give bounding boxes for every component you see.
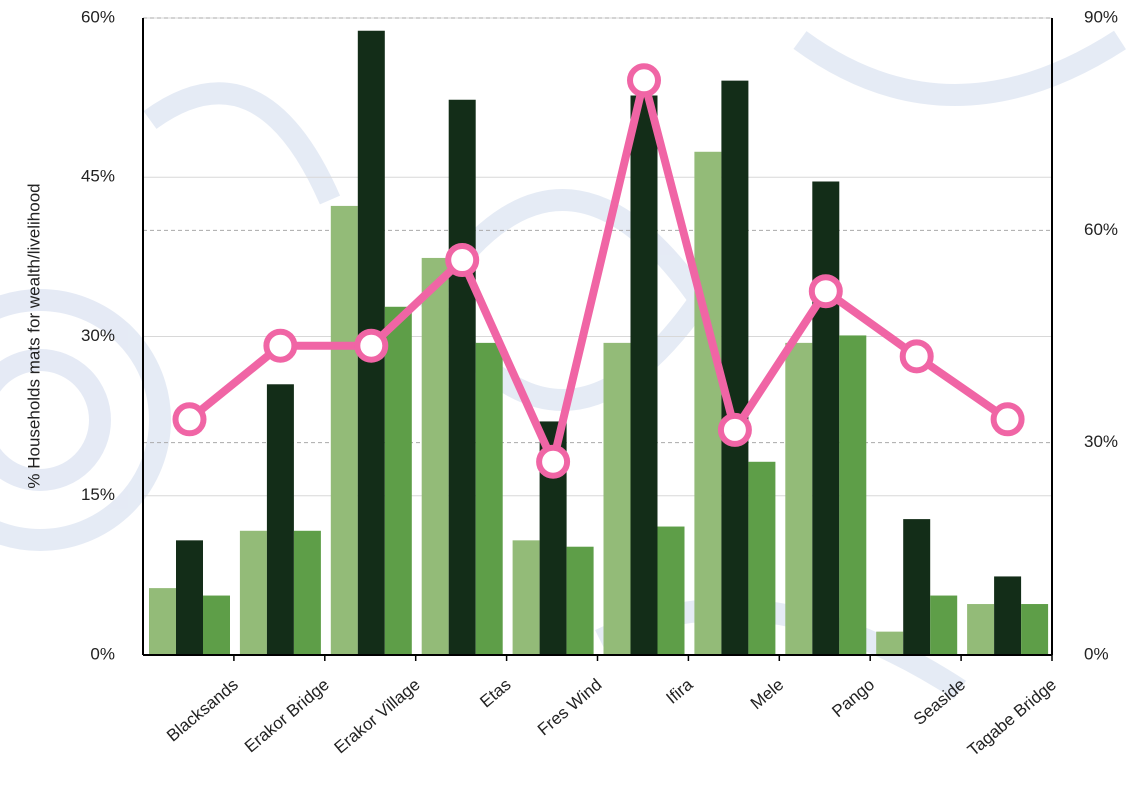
bar — [785, 342, 813, 655]
y-tick-label: 15% — [81, 485, 115, 504]
y-axis-title: % Households mats for wealth/livelihood — [24, 183, 43, 488]
bar — [421, 257, 449, 655]
x-tick-label: Erakor Village — [331, 675, 424, 757]
x-tick-label: Etas — [476, 675, 514, 711]
bar — [876, 631, 904, 655]
bar — [1021, 604, 1049, 655]
line-marker — [808, 274, 843, 309]
line-marker — [172, 402, 207, 437]
y2-tick-label: 0% — [1084, 644, 1109, 663]
line-marker — [627, 63, 661, 98]
line-marker — [536, 444, 571, 479]
bar — [839, 335, 867, 655]
x-tick-label: Mele — [747, 675, 787, 713]
y-tick-label: 30% — [81, 326, 115, 345]
bar — [384, 306, 412, 655]
bar — [630, 95, 658, 656]
y2-tick-label: 30% — [1084, 432, 1118, 451]
bar — [930, 595, 958, 655]
bar — [293, 530, 321, 655]
line — [186, 76, 1010, 466]
bar — [512, 540, 540, 655]
x-tick-label: Ifira — [662, 675, 696, 708]
x-tick-label: Tagabe Bridge — [964, 675, 1060, 760]
bar — [748, 461, 776, 655]
bar — [149, 588, 176, 655]
line-marker — [717, 412, 752, 447]
bar — [475, 342, 503, 655]
bar — [967, 604, 995, 655]
bar — [603, 342, 631, 655]
bar — [239, 530, 267, 655]
bar — [566, 546, 594, 655]
y2-tick-label: 90% — [1084, 7, 1118, 26]
x-tick-label: Fres Wind — [534, 675, 606, 739]
bar — [994, 576, 1022, 655]
bar — [330, 205, 358, 656]
bar — [903, 519, 931, 655]
bar — [694, 151, 722, 655]
x-tick-label: Erakor Bridge — [241, 675, 333, 756]
bar — [721, 80, 749, 656]
bar — [448, 99, 476, 655]
y2-tick-label: 60% — [1084, 220, 1118, 239]
bar — [266, 384, 294, 655]
y-tick-label: 60% — [81, 7, 115, 26]
line-marker — [445, 243, 480, 278]
bar — [657, 526, 685, 655]
line-marker — [899, 339, 934, 374]
line-marker — [263, 328, 298, 363]
x-tick-label: Pango — [828, 675, 878, 721]
bar — [812, 181, 840, 655]
x-tick-label: Blacksands — [163, 675, 242, 745]
line-marker — [990, 402, 1025, 437]
bar — [203, 595, 230, 655]
bar — [176, 540, 203, 655]
y-tick-label: 0% — [90, 644, 115, 663]
y-tick-label: 45% — [81, 167, 115, 186]
line-marker — [354, 328, 389, 363]
